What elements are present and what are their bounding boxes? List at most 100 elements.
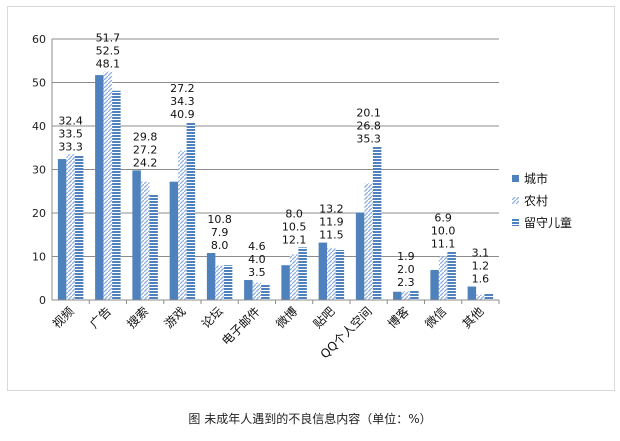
bar-城市 xyxy=(95,75,104,300)
x-tick-label: 搜索 xyxy=(124,304,152,332)
data-label: 7.9 xyxy=(211,226,229,239)
y-tick-label: 60 xyxy=(32,33,46,46)
data-label: 29.8 xyxy=(133,130,158,143)
data-label: 1.6 xyxy=(472,273,490,286)
legend-label: 农村 xyxy=(524,194,548,208)
y-tick-label: 10 xyxy=(32,251,46,264)
data-label: 24.2 xyxy=(133,156,158,169)
data-label: 40.9 xyxy=(170,108,195,121)
x-tick-label: 微信 xyxy=(422,304,449,331)
bar-城市 xyxy=(132,170,141,300)
bar-农村 xyxy=(289,254,299,300)
data-label: 2.3 xyxy=(397,276,415,289)
data-label: 32.4 xyxy=(58,114,83,127)
legend-label: 城市 xyxy=(524,171,548,186)
bar-留守儿童 xyxy=(223,265,233,300)
y-tick-label: 20 xyxy=(32,207,46,220)
y-tick-label: 50 xyxy=(32,77,46,90)
bar-留守儿童 xyxy=(112,90,121,300)
data-label: 33.5 xyxy=(58,127,83,140)
bar-留守儿童 xyxy=(410,289,419,300)
data-label: 27.2 xyxy=(133,143,158,156)
bar-留守儿童 xyxy=(447,251,456,300)
data-label: 1.2 xyxy=(472,260,490,273)
bar-城市 xyxy=(244,279,253,300)
bar-城市 xyxy=(430,269,439,300)
data-label: 1.9 xyxy=(397,250,415,263)
data-label: 27.2 xyxy=(170,82,195,95)
bar-城市 xyxy=(393,291,402,300)
bar-城市 xyxy=(281,265,290,300)
bar-城市 xyxy=(206,253,216,300)
data-label: 11.9 xyxy=(319,216,344,229)
data-label: 20.1 xyxy=(356,106,381,119)
data-label: 26.8 xyxy=(356,119,381,132)
data-label: 11.5 xyxy=(319,229,344,242)
chart-frame xyxy=(7,6,615,391)
data-label: 35.3 xyxy=(356,132,381,145)
bar-农村 xyxy=(438,256,448,300)
data-label: 4.0 xyxy=(248,253,266,266)
bar-农村 xyxy=(103,71,113,300)
bar-留守儿童 xyxy=(261,284,270,300)
bar-城市 xyxy=(467,286,477,300)
bar-留守儿童 xyxy=(149,194,158,300)
x-tick-label: 论坛 xyxy=(199,304,226,331)
bar-农村 xyxy=(66,154,75,300)
data-label: 6.9 xyxy=(434,212,452,225)
bar-留守儿童 xyxy=(335,249,345,300)
data-label: 10.0 xyxy=(431,225,456,238)
bar-城市 xyxy=(318,242,328,300)
data-label: 3.1 xyxy=(472,247,490,260)
bar-留守儿童 xyxy=(484,293,494,300)
x-tick-label: 视频 xyxy=(49,304,77,332)
legend-swatch-农村 xyxy=(512,197,519,204)
chart-caption: 图 未成年人遇到的不良信息内容（单位：%） xyxy=(188,412,432,426)
bar-留守儿童 xyxy=(298,247,307,300)
x-tick-label: 其他 xyxy=(460,304,487,331)
data-label: 12.1 xyxy=(282,233,307,246)
data-label: 8.0 xyxy=(285,207,303,220)
data-label: 34.3 xyxy=(170,95,195,108)
bar-留守儿童 xyxy=(372,146,382,300)
data-label: 8.0 xyxy=(211,239,229,252)
bar-城市 xyxy=(169,181,179,300)
bar-农村 xyxy=(364,183,373,300)
x-tick-label: 博客 xyxy=(384,304,412,332)
data-label: 33.3 xyxy=(58,140,83,153)
data-label: 4.6 xyxy=(248,240,266,253)
y-tick-label: 40 xyxy=(32,120,46,133)
data-label: 48.1 xyxy=(96,58,121,71)
bar-城市 xyxy=(57,159,67,300)
data-label: 3.5 xyxy=(248,266,266,279)
bar-城市 xyxy=(355,212,365,300)
bar-留守儿童 xyxy=(186,122,196,301)
y-tick-label: 0 xyxy=(39,294,46,307)
x-tick-label: 电子邮件 xyxy=(219,304,263,348)
x-tick-label: 游戏 xyxy=(162,304,189,331)
data-label: 13.2 xyxy=(319,203,344,216)
bar-农村 xyxy=(252,282,262,300)
x-tick-label: 贴吧 xyxy=(311,304,338,331)
bar-农村 xyxy=(327,248,336,300)
bar-农村 xyxy=(401,291,411,300)
data-label: 10.8 xyxy=(207,213,232,226)
bar-农村 xyxy=(476,294,485,300)
x-tick-label: 广告 xyxy=(87,304,114,331)
y-tick-label: 30 xyxy=(32,164,46,177)
data-label: 52.5 xyxy=(96,45,121,58)
legend-swatch-城市 xyxy=(512,175,519,182)
bar-留守儿童 xyxy=(74,155,84,300)
bar-农村 xyxy=(178,150,187,300)
bar-农村 xyxy=(215,265,224,300)
legend-swatch-留守儿童 xyxy=(512,219,519,226)
data-label: 11.1 xyxy=(431,238,456,251)
bar-农村 xyxy=(140,181,150,300)
data-label: 51.7 xyxy=(96,32,121,45)
data-label: 10.5 xyxy=(282,220,307,233)
x-tick-label: 微博 xyxy=(273,304,301,332)
legend-label: 留守儿童 xyxy=(524,215,572,230)
data-label: 2.0 xyxy=(397,263,415,276)
